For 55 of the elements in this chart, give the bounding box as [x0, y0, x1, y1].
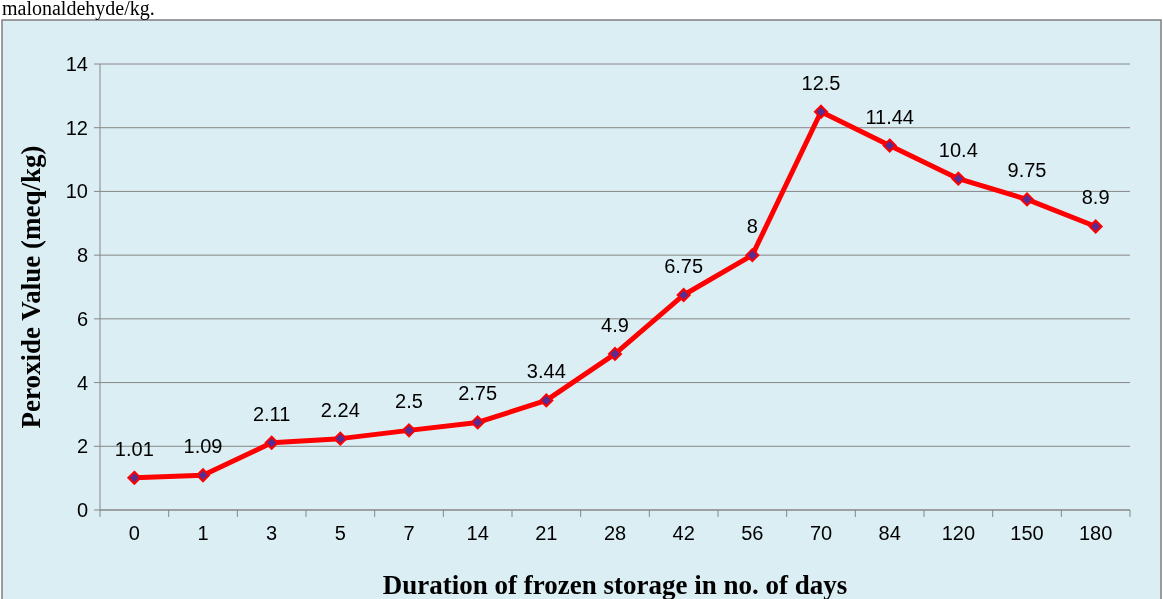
data-label: 2.75: [458, 382, 498, 405]
data-label: 1.09: [183, 435, 223, 458]
y-tick-label: 8: [76, 244, 88, 267]
point: [333, 431, 348, 446]
x-tick-label: 70: [809, 522, 833, 544]
point: [745, 248, 760, 263]
x-tick-label: 56: [741, 522, 764, 544]
y-tick-label: 14: [65, 53, 88, 75]
point: [1088, 219, 1103, 234]
data-label: 12.5: [801, 71, 841, 94]
data-label: 11.44: [865, 105, 914, 128]
point: [196, 468, 210, 483]
y-tick-label: 2: [76, 435, 88, 458]
x-tick-label: 0: [128, 522, 140, 544]
point: [539, 393, 554, 408]
y-tick-label: 10: [65, 180, 88, 203]
y-axis-title: Peroxide Value (meq/kg): [16, 145, 46, 429]
data-label: 8: [746, 215, 758, 238]
data-label: 10.4: [938, 138, 978, 161]
point: [402, 423, 416, 438]
data-label: 2.24: [320, 398, 360, 421]
data-label: 3.44: [526, 360, 566, 383]
data-label: 9.75: [1007, 159, 1047, 182]
x-tick-label: 5: [334, 522, 346, 544]
data-label: 4.9: [601, 313, 629, 336]
x-tick-label: 21: [535, 522, 558, 544]
data-label: 1.01: [114, 437, 154, 460]
x-tick-label: 7: [403, 522, 415, 544]
x-tick-label: 1: [197, 522, 209, 544]
x-tick-label: 14: [466, 522, 489, 544]
point: [608, 346, 622, 361]
point: [127, 470, 142, 485]
x-tick-label: 150: [1010, 522, 1044, 544]
x-tick-label: 3: [266, 522, 278, 544]
y-tick-label: 4: [76, 371, 88, 394]
point: [470, 415, 485, 430]
point: [814, 104, 828, 119]
data-label: 2.11: [252, 402, 291, 425]
point: [676, 287, 691, 302]
text: malonaldehyde/kg.: [2, 0, 155, 20]
data-label: 8.9: [1081, 186, 1110, 209]
x-tick-label: 120: [941, 522, 976, 544]
point: [1020, 192, 1034, 207]
x-tick-label: 42: [672, 522, 695, 544]
x-tick-label: 180: [1078, 522, 1113, 544]
data-label: 6.75: [664, 254, 704, 277]
y-tick-label: 12: [65, 116, 88, 139]
point: [264, 435, 279, 450]
x-tick-label: 28: [603, 522, 627, 544]
y-tick-label: 0: [76, 499, 88, 521]
point: [882, 138, 897, 153]
data-label: 2.5: [395, 390, 423, 413]
point: [951, 171, 966, 186]
y-tick-label: 6: [76, 307, 88, 330]
x-tick-label: 84: [878, 522, 901, 544]
